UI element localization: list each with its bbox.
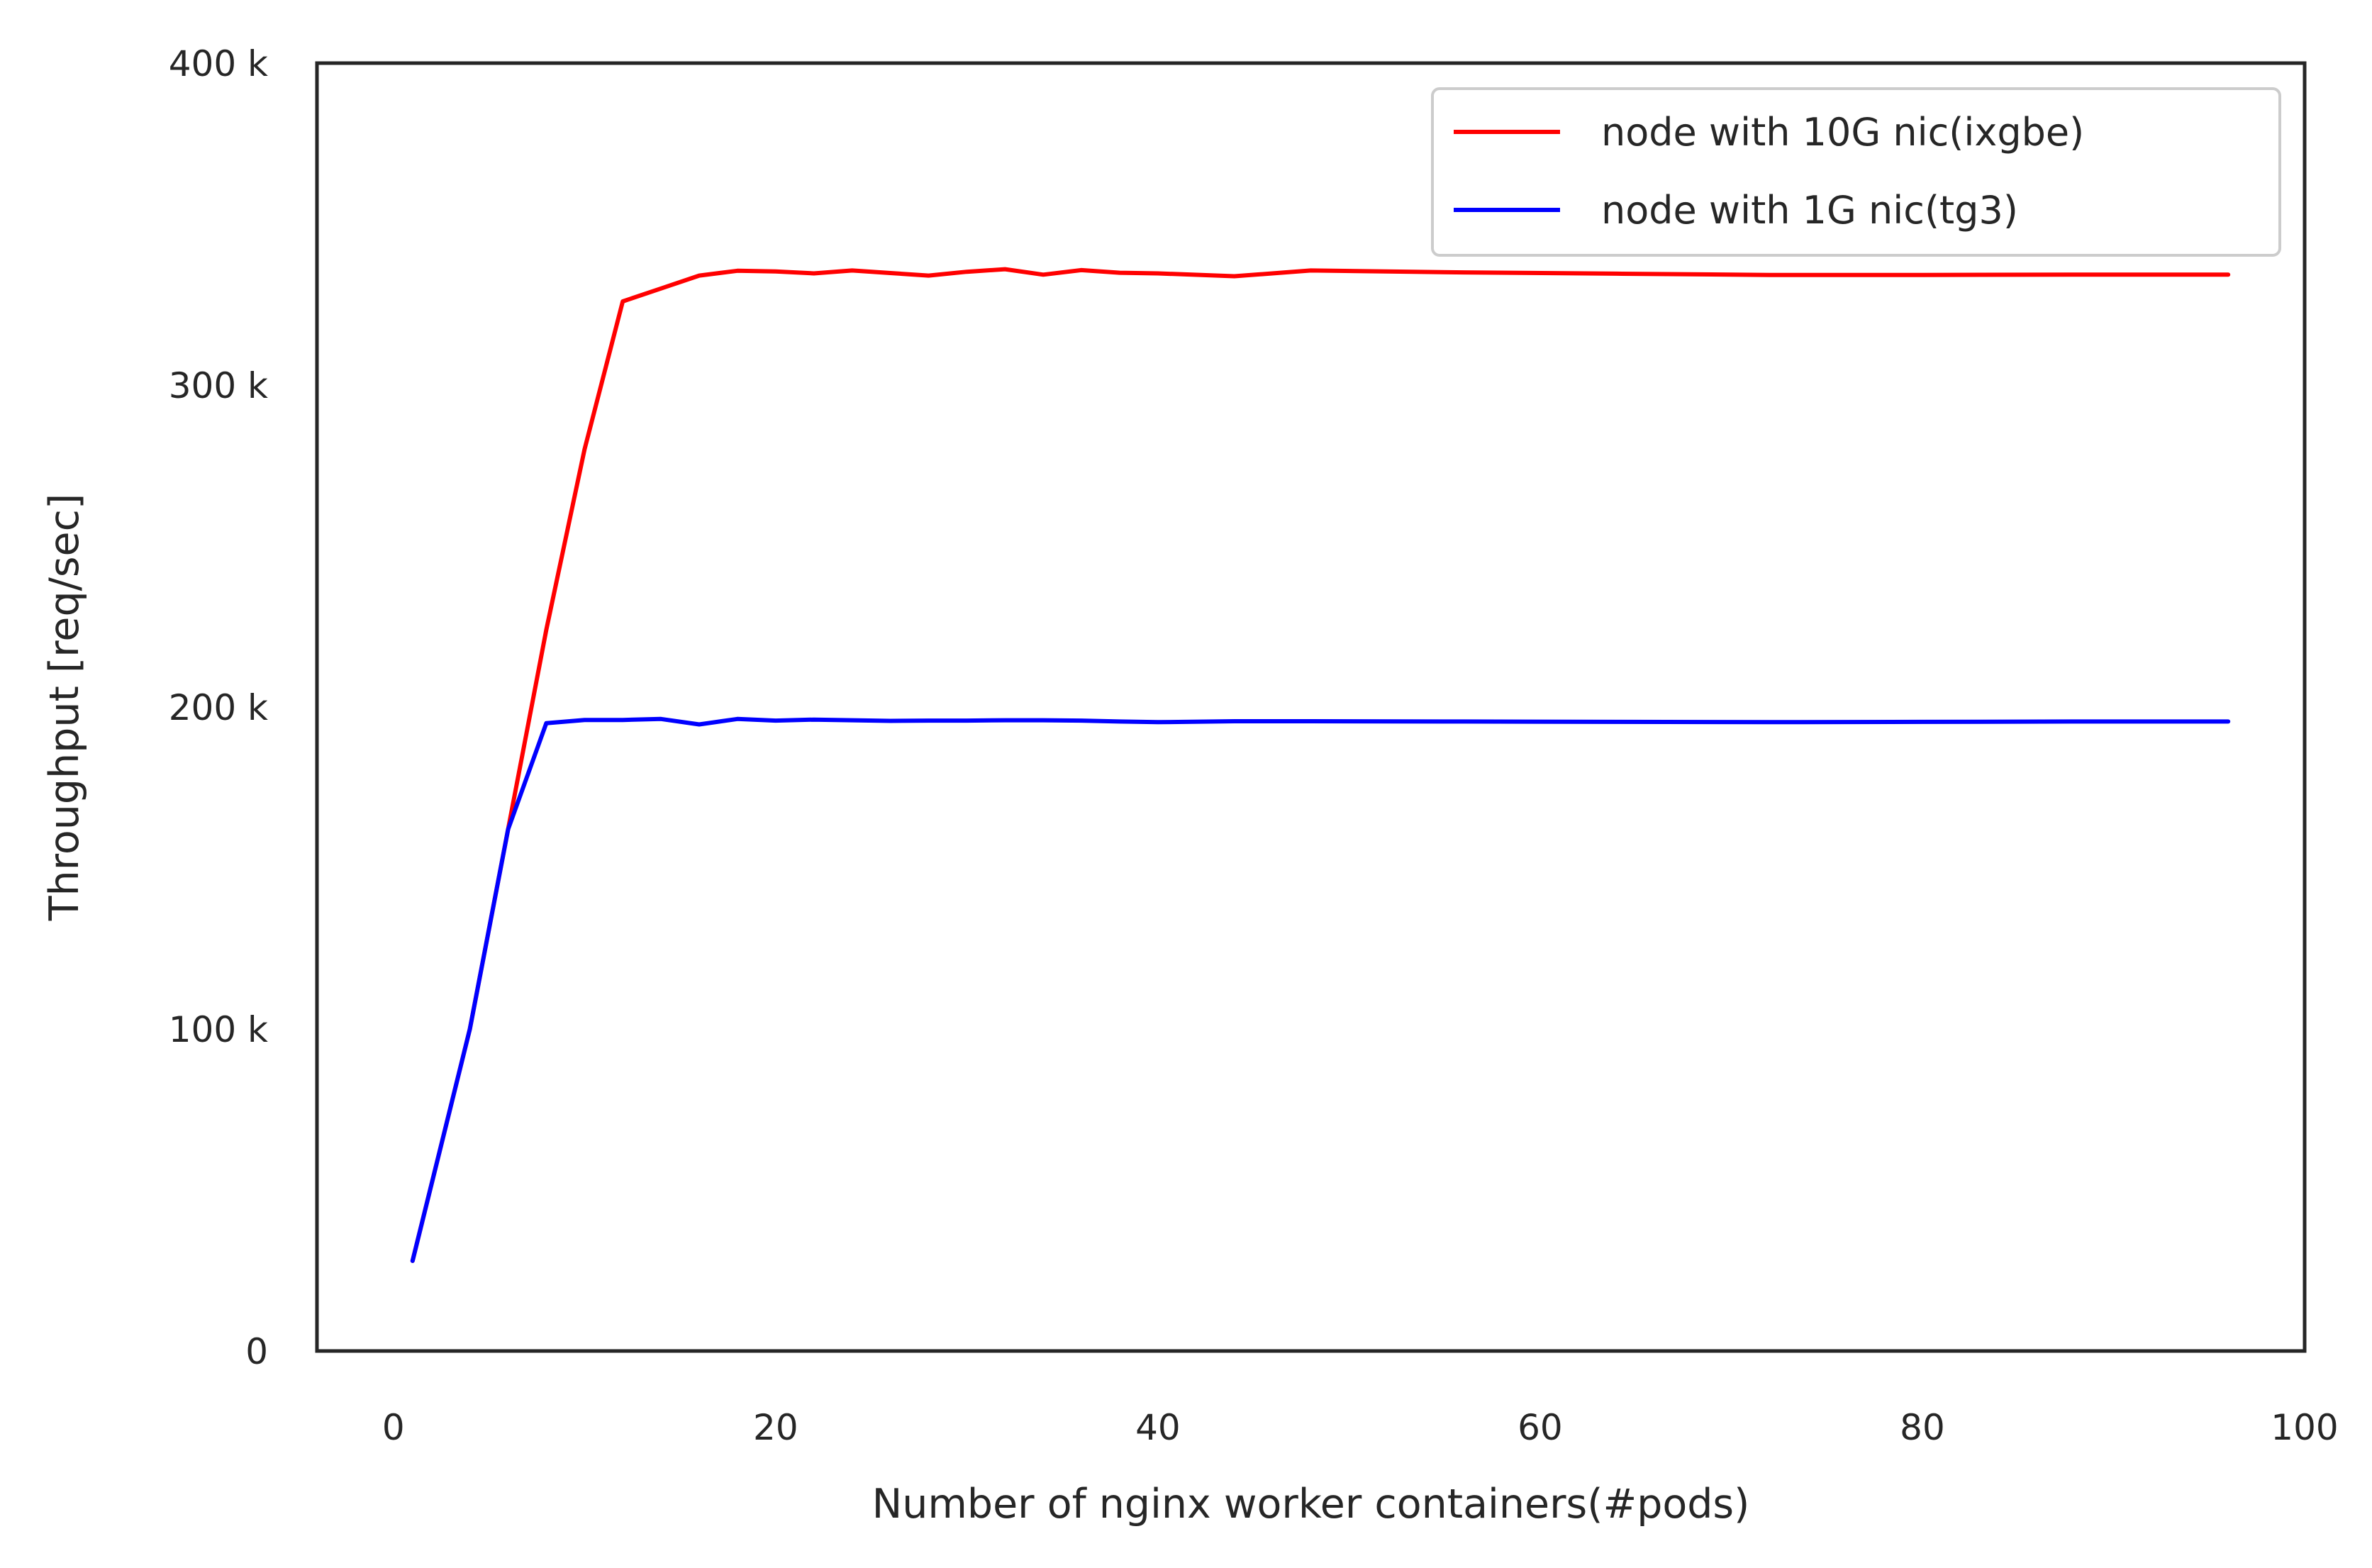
- y-axis-ticks: 0 100 k 200 k 300 k 400 k: [169, 43, 268, 1372]
- y-tick-label: 0: [245, 1331, 268, 1372]
- x-tick-label: 20: [753, 1407, 798, 1448]
- y-tick-label: 200 k: [169, 687, 268, 728]
- x-axis-title: Number of nginx worker containers(#pods): [872, 1481, 1750, 1528]
- series-line-1: [410, 267, 2231, 1263]
- plot-frame: [315, 61, 2307, 1353]
- x-tick-label: 40: [1135, 1407, 1181, 1448]
- series-line-2: [410, 716, 2231, 1263]
- y-tick-label: 300 k: [169, 365, 268, 406]
- legend-label-2: node with 1G nic(tg3): [1601, 188, 2018, 233]
- x-tick-label: 0: [382, 1407, 405, 1448]
- x-tick-label: 80: [1900, 1407, 1945, 1448]
- x-axis-ticks: 0 20 40 60 80 100: [382, 1407, 2339, 1448]
- series-layer: [410, 267, 2231, 1263]
- x-tick-label: 60: [1518, 1407, 1563, 1448]
- x-tick-label: 100: [2271, 1407, 2338, 1448]
- y-tick-label: 100 k: [169, 1009, 268, 1050]
- legend: node with 10G nic(ixgbe) node with 1G nic…: [1431, 87, 2281, 257]
- legend-box: [1431, 87, 2281, 257]
- y-tick-label: 400 k: [169, 43, 268, 84]
- y-axis-title: Throughput [req/sec]: [41, 494, 88, 921]
- legend-label-1: node with 10G nic(ixgbe): [1601, 110, 2084, 155]
